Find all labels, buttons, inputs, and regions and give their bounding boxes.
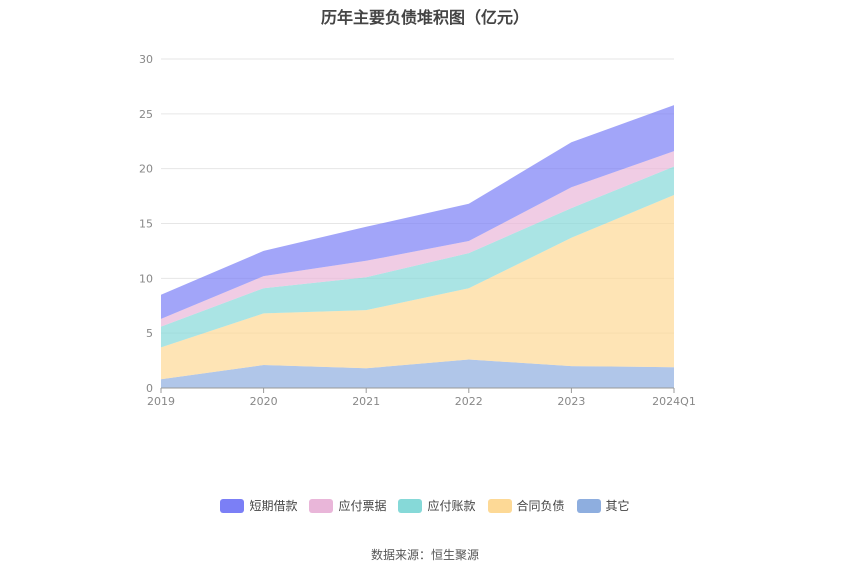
area-series-3 [161,151,674,327]
legend-swatch [309,498,334,513]
x-tick-label: 2020 [250,395,278,408]
x-tick-label: 2023 [557,395,585,408]
legend-item[interactable]: 其它 [576,497,630,514]
area-series-1 [161,195,674,380]
legend-swatch [398,498,423,513]
legend-label: 短期借款 [249,499,298,513]
legend-item[interactable]: 应付账款 [398,497,476,514]
legend-swatch [576,498,601,513]
legend-item[interactable]: 应付票据 [309,497,386,514]
legend-item[interactable]: 短期借款 [220,497,297,514]
legend: 短期借款 应付票据 应付账款 合同负债 其它 [0,497,850,514]
y-tick-label: 5 [146,327,153,340]
legend-label: 应付账款 [427,499,476,513]
source-note: 数据来源：恒生聚源 [370,548,479,562]
x-tick-label: 2024Q1 [652,395,696,408]
legend-swatch [487,498,512,513]
y-tick-label: 15 [139,218,153,231]
legend-label: 其它 [605,499,630,513]
chart-title: 历年主要负债堆积图（亿元） [320,8,529,27]
legend-label: 应付票据 [338,499,387,513]
x-tick-label: 2019 [147,395,175,408]
x-tick-label: 2022 [455,395,483,408]
area-series-4 [161,105,674,319]
y-tick-label: 30 [139,53,153,66]
legend-swatch [220,498,245,513]
x-tick-label: 2021 [352,395,380,408]
legend-item[interactable]: 合同负债 [487,497,565,514]
y-tick-label: 20 [139,163,153,176]
area-series-2 [161,166,674,348]
y-tick-label: 10 [139,272,153,285]
y-tick-label: 25 [139,108,153,121]
y-tick-label: 0 [146,382,153,395]
area-series-0 [161,359,674,388]
legend-label: 合同负债 [516,499,565,513]
